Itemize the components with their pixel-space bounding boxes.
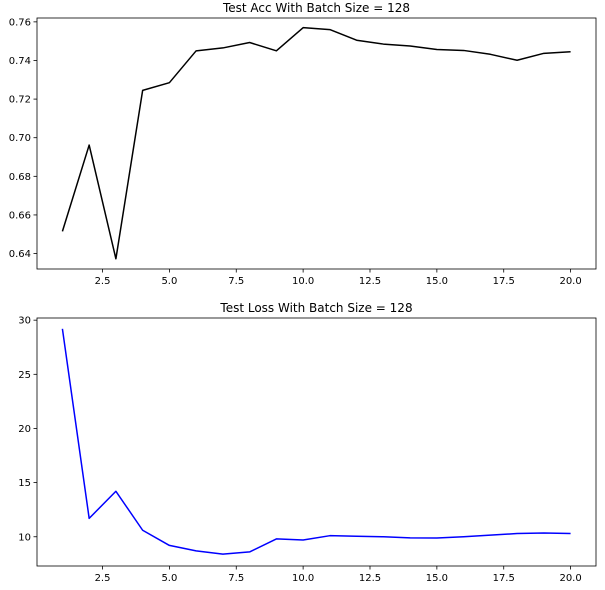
x-tick-label: 10.0 xyxy=(292,573,314,584)
y-tick-label: 25 xyxy=(18,370,31,381)
plot-frame xyxy=(36,317,597,567)
x-tick-label: 2.5 xyxy=(95,573,111,584)
series-line-1 xyxy=(61,26,571,260)
y-tick-label: 0.76 xyxy=(9,17,31,28)
plot-frame xyxy=(36,17,597,270)
x-tick-label: 10.0 xyxy=(292,276,314,287)
x-tick-label: 17.5 xyxy=(493,573,515,584)
x-tick-label: 5.0 xyxy=(161,276,177,287)
y-tick-label: 0.74 xyxy=(9,56,31,67)
x-tick-label: 2.5 xyxy=(95,276,111,287)
x-tick-label: 15.0 xyxy=(426,573,448,584)
x-tick-label: 20.0 xyxy=(559,573,581,584)
x-tick-label: 20.0 xyxy=(559,276,581,287)
y-tick-label: 0.66 xyxy=(9,210,31,221)
x-tick-label: 12.5 xyxy=(359,573,381,584)
y-tick-label: 0.72 xyxy=(9,95,31,106)
x-tick-label: 7.5 xyxy=(228,573,244,584)
y-tick-label: 0.68 xyxy=(9,172,31,183)
y-tick-label: 0.70 xyxy=(9,133,31,144)
x-tick-label: 5.0 xyxy=(161,573,177,584)
y-tick-label: 30 xyxy=(18,316,31,327)
y-tick-label: 20 xyxy=(18,424,31,435)
y-tick-label: 0.64 xyxy=(9,249,31,260)
chart-panel-1: Test Acc With Batch Size = 128 2.5 5.0 7.5 1… xyxy=(9,1,597,287)
chart-title: Test Acc With Batch Size = 128 xyxy=(222,1,410,15)
x-tick-label: 7.5 xyxy=(228,276,244,287)
x-tick-label: 12.5 xyxy=(359,276,381,287)
x-tick-label: 15.0 xyxy=(426,276,448,287)
y-tick-label: 15 xyxy=(18,478,31,489)
y-tick-label: 10 xyxy=(18,532,31,543)
chart-panel-2: Test Loss With Batch Size = 128 2.5 5.0 7.5… xyxy=(18,301,597,584)
series-line-1 xyxy=(61,328,571,555)
chart-title: Test Loss With Batch Size = 128 xyxy=(219,301,412,315)
x-tick-label: 17.5 xyxy=(493,276,515,287)
